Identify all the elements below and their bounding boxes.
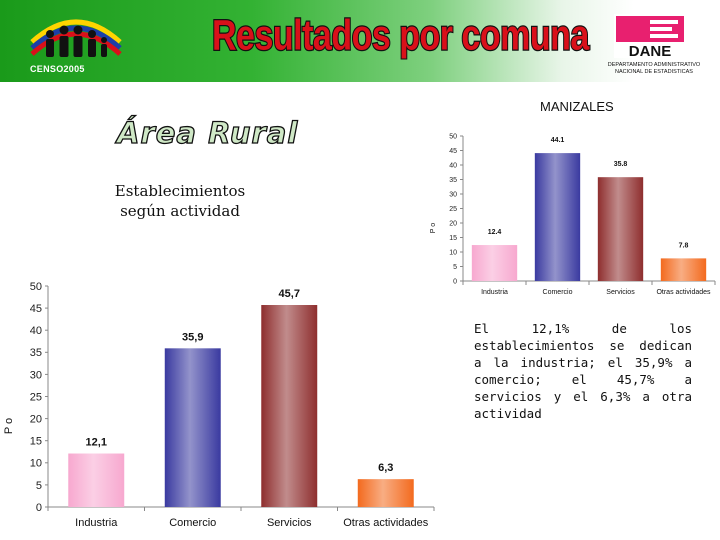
y-tick-label: 45 bbox=[30, 303, 42, 315]
bar-value-label: 12.4 bbox=[488, 229, 502, 236]
y-axis-label: P o bbox=[3, 418, 15, 434]
y-tick-label: 0 bbox=[453, 278, 457, 285]
y-tick-label: 30 bbox=[30, 369, 42, 381]
x-category-label: Servicios bbox=[267, 517, 312, 529]
bar-value-label: 35.8 bbox=[614, 161, 628, 168]
dane-logo-text: DANE bbox=[629, 43, 672, 58]
bar-value-label: 44.1 bbox=[551, 137, 565, 144]
x-category-label: Otras actividades bbox=[343, 517, 428, 529]
y-tick-label: 10 bbox=[449, 249, 457, 256]
bar-servicios bbox=[597, 177, 644, 281]
x-category-label: Servicios bbox=[606, 289, 635, 296]
y-tick-label: 50 bbox=[30, 281, 42, 293]
bar-otras bbox=[357, 479, 414, 507]
y-tick-label: 20 bbox=[30, 413, 42, 425]
y-tick-label: 35 bbox=[449, 177, 457, 184]
small-bar-chart: 0 5 10 15 20 25 30 35 40 45 50 12.4 Industria 44.1 Com… bbox=[430, 133, 716, 296]
x-category-label: Comercio bbox=[543, 289, 573, 296]
bar-comercio bbox=[164, 348, 221, 507]
y-tick-label: 40 bbox=[449, 162, 457, 169]
y-tick-label: 45 bbox=[449, 148, 457, 155]
x-category-label: Industria bbox=[75, 517, 118, 529]
y-tick-label: 40 bbox=[30, 325, 42, 337]
y-tick-label: 15 bbox=[449, 235, 457, 242]
bar-value-label: 7.8 bbox=[679, 242, 689, 249]
x-category-label: Industria bbox=[481, 289, 508, 296]
bar-value-label: 6,3 bbox=[378, 462, 393, 474]
dane-subtitle-line1: DEPARTAMENTO ADMINISTRATIVO bbox=[607, 62, 701, 68]
chart-subtitle: Establecimientos según actividad bbox=[114, 182, 246, 220]
description-text: El 12,1% de los establecimientos se dedi… bbox=[474, 321, 692, 421]
y-tick-label: 35 bbox=[30, 347, 42, 359]
y-tick-label: 10 bbox=[30, 458, 42, 470]
y-tick-label: 5 bbox=[36, 480, 42, 492]
y-tick-label: 25 bbox=[30, 391, 42, 403]
y-tick-label: 25 bbox=[449, 206, 457, 213]
bar-value-label: 45,7 bbox=[279, 288, 300, 300]
y-tick-label: 50 bbox=[449, 133, 457, 140]
page-title: Resultados por comuna bbox=[211, 11, 590, 61]
y-tick-label: 0 bbox=[36, 502, 42, 514]
bar-comercio bbox=[534, 153, 581, 281]
bar-servicios bbox=[261, 305, 318, 507]
censo-logo-text: CENSO2005 bbox=[30, 64, 85, 74]
dane-logo: DANE bbox=[614, 14, 686, 58]
dane-subtitle-line2: NACIONAL DE ESTADISTICAS bbox=[615, 69, 693, 75]
bar-otras bbox=[660, 258, 707, 281]
large-bar-chart: 0 5 10 15 20 25 30 35 40 45 50 12,1 Industria 35,9 Com… bbox=[3, 281, 435, 529]
area-rural-heading: Área Rural bbox=[116, 115, 299, 150]
bar-value-label: 12,1 bbox=[86, 437, 107, 449]
dane-subtitle: DEPARTAMENTO ADMINISTRATIVO NACIONAL DE … bbox=[594, 62, 714, 76]
y-tick-label: 15 bbox=[30, 436, 42, 448]
x-category-label: Otras actividades bbox=[656, 289, 711, 296]
censo-logo bbox=[30, 19, 122, 57]
bar-value-label: 35,9 bbox=[182, 331, 203, 343]
bar-industria bbox=[68, 453, 125, 507]
bar-industria bbox=[471, 245, 518, 281]
y-tick-label: 20 bbox=[449, 220, 457, 227]
y-tick-label: 5 bbox=[453, 264, 457, 271]
x-category-label: Comercio bbox=[169, 517, 216, 529]
y-tick-label: 30 bbox=[449, 191, 457, 198]
y-axis-label: P o bbox=[430, 223, 437, 233]
city-label: MANIZALES bbox=[540, 99, 614, 114]
